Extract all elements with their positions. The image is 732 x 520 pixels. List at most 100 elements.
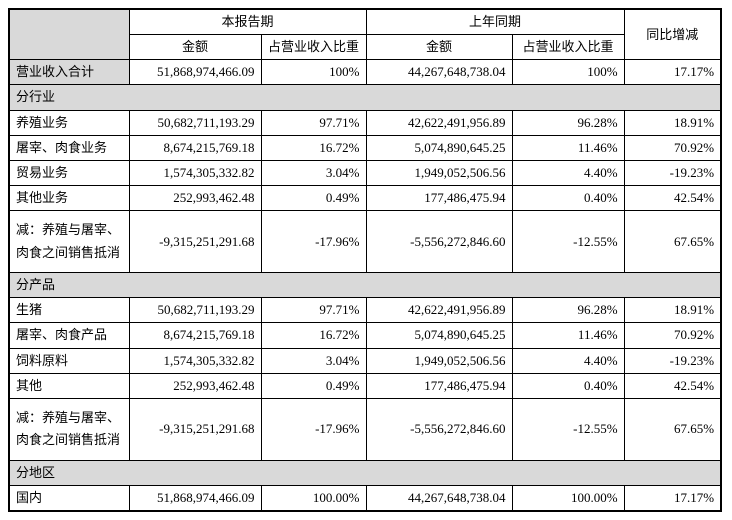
table-row-other-product: 其他 252,993,462.48 0.49% 177,486,475.94 0… <box>8 372 722 399</box>
row-label-cell: 其他 <box>8 372 130 399</box>
ratio-current-cell: 3.04% <box>260 159 367 186</box>
ratio-current-cell: 0.49% <box>260 372 367 399</box>
ratio-prior-cell: 11.46% <box>511 322 625 349</box>
row-label-cell: 屠宰、肉食产品 <box>8 322 130 349</box>
amount-prior-cell: 5,074,890,645.25 <box>365 322 513 349</box>
yoy-cell: 18.91% <box>623 297 722 324</box>
row-label-cell: 减：养殖与屠宰、肉食之间销售抵消 <box>8 210 130 274</box>
row-label-cell: 其他业务 <box>8 184 130 212</box>
amount-current-cell: 51,868,974,466.09 <box>128 59 262 86</box>
ratio-prior-cell: 100% <box>511 59 625 86</box>
amount-current-cell: 252,993,462.48 <box>128 372 262 399</box>
section-label-cell: 分地区 <box>8 459 722 486</box>
amount-prior-cell: 42,622,491,956.89 <box>365 297 513 324</box>
amount-prior-cell: 1,949,052,506.56 <box>365 159 513 186</box>
table-row-slaughter-meat: 屠宰、肉食业务 8,674,215,769.18 16.72% 5,074,89… <box>8 134 722 161</box>
amount-current-cell: 1,574,305,332.82 <box>128 347 262 374</box>
ratio-current-cell: 100.00% <box>260 484 367 512</box>
ratio-prior-cell: 96.28% <box>511 109 625 136</box>
table-row-other-business: 其他业务 252,993,462.48 0.49% 177,486,475.94… <box>8 184 722 212</box>
table-row-total-revenue: 营业收入合计 51,868,974,466.09 100% 44,267,648… <box>8 59 722 86</box>
table-row-breeding: 养殖业务 50,682,711,193.29 97.71% 42,622,491… <box>8 109 722 136</box>
ratio-prior-cell: 4.40% <box>511 159 625 186</box>
amount-header-prior: 金额 <box>365 34 513 61</box>
section-row-by-region: 分地区 <box>8 459 722 486</box>
ratio-current-cell: -17.96% <box>260 397 367 461</box>
amount-current-cell: 8,674,215,769.18 <box>128 322 262 349</box>
ratio-current-cell: 3.04% <box>260 347 367 374</box>
header-row-periods: 本报告期 上年同期 同比增减 <box>8 8 722 61</box>
yoy-cell: 67.65% <box>623 210 722 274</box>
yoy-cell: 70.92% <box>623 322 722 349</box>
amount-current-cell: 8,674,215,769.18 <box>128 134 262 161</box>
ratio-prior-cell: -12.55% <box>511 397 625 461</box>
ratio-prior-cell: 96.28% <box>511 297 625 324</box>
ratio-header-prior: 占营业收入比重 <box>511 34 625 61</box>
row-label-cell: 生猪 <box>8 297 130 324</box>
ratio-prior-cell: 0.40% <box>511 372 625 399</box>
amount-prior-cell: -5,556,272,846.60 <box>365 397 513 461</box>
ratio-current-cell: 97.71% <box>260 109 367 136</box>
amount-header-current: 金额 <box>128 34 262 61</box>
row-label-cell: 饲料原料 <box>8 347 130 374</box>
row-label-cell: 贸易业务 <box>8 159 130 186</box>
section-label-cell: 分产品 <box>8 272 722 299</box>
ratio-prior-cell: 4.40% <box>511 347 625 374</box>
prior-period-header: 上年同期 <box>365 8 625 36</box>
current-period-header: 本报告期 <box>128 8 367 36</box>
yoy-cell: -19.23% <box>623 159 722 186</box>
table-row-feed-materials: 饲料原料 1,574,305,332.82 3.04% 1,949,052,50… <box>8 347 722 374</box>
amount-prior-cell: -5,556,272,846.60 <box>365 210 513 274</box>
amount-current-cell: 50,682,711,193.29 <box>128 297 262 324</box>
amount-current-cell: -9,315,251,291.68 <box>128 210 262 274</box>
ratio-current-cell: -17.96% <box>260 210 367 274</box>
yoy-header: 同比增减 <box>623 8 722 61</box>
revenue-breakdown-table: 本报告期 上年同期 同比增减 金额 占营业收入比重 金额 占营业收入比重 营业收… <box>8 8 723 513</box>
amount-prior-cell: 42,622,491,956.89 <box>365 109 513 136</box>
yoy-cell: 67.65% <box>623 397 722 461</box>
yoy-cell: 17.17% <box>623 59 722 86</box>
ratio-prior-cell: 100.00% <box>511 484 625 512</box>
amount-prior-cell: 1,949,052,506.56 <box>365 347 513 374</box>
ratio-prior-cell: 11.46% <box>511 134 625 161</box>
header-row-measures: 金额 占营业收入比重 金额 占营业收入比重 <box>9 34 721 61</box>
row-label-cell: 国内 <box>8 484 130 512</box>
yoy-cell: 18.91% <box>623 109 722 136</box>
ratio-current-cell: 0.49% <box>260 184 367 212</box>
section-row-by-product: 分产品 <box>8 272 722 299</box>
table-row-elimination-industry: 减：养殖与屠宰、肉食之间销售抵消 -9,315,251,291.68 -17.9… <box>8 210 722 274</box>
amount-current-cell: 252,993,462.48 <box>128 184 262 212</box>
amount-current-cell: 50,682,711,193.29 <box>128 109 262 136</box>
section-label-cell: 分行业 <box>8 84 722 111</box>
yoy-cell: 42.54% <box>623 184 722 212</box>
yoy-cell: -19.23% <box>623 347 722 374</box>
amount-current-cell: -9,315,251,291.68 <box>128 397 262 461</box>
amount-current-cell: 1,574,305,332.82 <box>128 159 262 186</box>
ratio-header-current: 占营业收入比重 <box>260 34 367 61</box>
corner-cell <box>8 8 130 61</box>
row-label-cell: 营业收入合计 <box>8 59 130 86</box>
row-label-cell: 屠宰、肉食业务 <box>8 134 130 161</box>
amount-current-cell: 51,868,974,466.09 <box>128 484 262 512</box>
table-row-trading: 贸易业务 1,574,305,332.82 3.04% 1,949,052,50… <box>8 159 722 186</box>
ratio-current-cell: 100% <box>260 59 367 86</box>
yoy-cell: 42.54% <box>623 372 722 399</box>
amount-prior-cell: 44,267,648,738.04 <box>365 59 513 86</box>
section-row-by-industry: 分行业 <box>8 84 722 111</box>
yoy-cell: 17.17% <box>623 484 722 512</box>
ratio-current-cell: 97.71% <box>260 297 367 324</box>
amount-prior-cell: 44,267,648,738.04 <box>365 484 513 512</box>
row-label-cell: 减：养殖与屠宰、肉食之间销售抵消 <box>8 397 130 461</box>
ratio-prior-cell: 0.40% <box>511 184 625 212</box>
amount-prior-cell: 5,074,890,645.25 <box>365 134 513 161</box>
ratio-current-cell: 16.72% <box>260 134 367 161</box>
table-row-domestic: 国内 51,868,974,466.09 100.00% 44,267,648,… <box>8 484 722 512</box>
amount-prior-cell: 177,486,475.94 <box>365 184 513 212</box>
table-row-live-pigs: 生猪 50,682,711,193.29 97.71% 42,622,491,9… <box>8 297 722 324</box>
row-label-cell: 养殖业务 <box>8 109 130 136</box>
ratio-current-cell: 16.72% <box>260 322 367 349</box>
table-row-meat-products: 屠宰、肉食产品 8,674,215,769.18 16.72% 5,074,89… <box>8 322 722 349</box>
yoy-cell: 70.92% <box>623 134 722 161</box>
ratio-prior-cell: -12.55% <box>511 210 625 274</box>
